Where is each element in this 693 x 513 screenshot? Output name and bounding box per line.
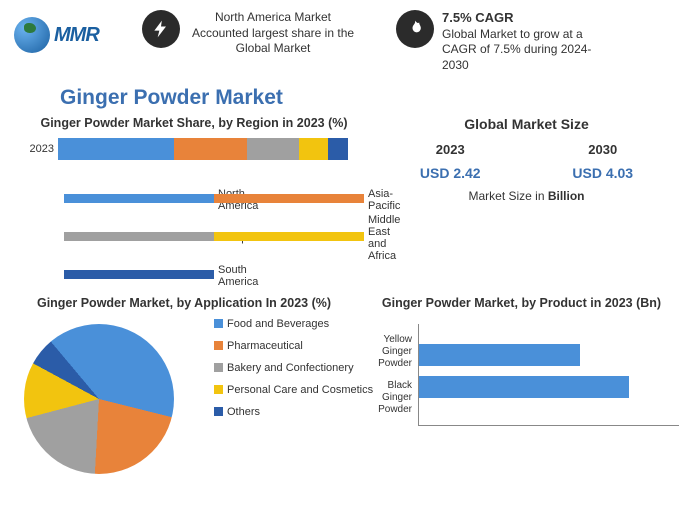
legend-item: South America [64,264,214,288]
region-chart: Ginger Powder Market Share, by Region in… [14,116,374,290]
legend-swatch [214,194,364,203]
product-chart-body: Yellow Ginger PowderBlack Ginger Powder [364,318,679,426]
legend-swatch [64,232,214,241]
year-2023-label: 2023 [436,142,465,157]
market-size-block: Global Market Size 2023 2030 USD 2.42 US… [374,116,679,290]
market-size-values: USD 2.42 USD 4.03 [374,165,679,181]
legend-item: Food and Beverages [214,318,374,330]
year-2030-label: 2030 [588,142,617,157]
legend-swatch [214,363,223,372]
application-legend: Food and Beverages Pharmaceutical Bakery a… [214,318,374,428]
application-chart-title: Ginger Powder Market, by Application In … [14,296,354,310]
header: MMR North America Market Accounted large… [0,0,693,78]
row-top: Ginger Powder Market Share, by Region in… [0,116,693,290]
market-size-years: 2023 2030 [374,142,679,157]
value-2030: USD 4.03 [572,165,633,181]
region-legend: North AmericaAsia-PacificEuropeMiddle Ea… [64,188,364,290]
legend-item: North America [64,188,214,212]
flame-badge-icon [396,10,434,48]
region-chart-title: Ginger Powder Market Share, by Region in… [24,116,364,130]
legend-item: Others [214,406,374,418]
insight-north-america: North America Market Accounted largest s… [188,10,358,57]
legend-swatch [64,270,214,279]
region-segment [328,138,348,160]
value-2023: USD 2.42 [420,165,481,181]
footer-pre: Market Size in [468,189,547,203]
legend-swatch [214,319,223,328]
region-stacked-bar [58,138,348,160]
product-bar [419,344,580,366]
product-chart-title: Ginger Powder Market, by Product in 2023… [364,296,679,310]
pie-wrap: Food and BeveragesPharmaceuticalBakery a… [14,318,354,474]
legend-item: Europe [64,214,214,262]
legend-swatch [214,232,364,241]
logo-text: MMR [54,24,99,47]
bolt-badge-icon [142,10,180,48]
legend-swatch [214,407,223,416]
bolt-icon [151,19,171,39]
application-chart: Ginger Powder Market, by Application In … [14,296,354,474]
legend-item: Pharmaceutical [214,340,374,352]
row-bottom: Ginger Powder Market, by Application In … [0,290,693,474]
product-bars [418,324,679,426]
market-size-footer: Market Size in Billion [374,189,679,203]
globe-icon [14,17,50,53]
region-segment [247,138,299,160]
market-size-title: Global Market Size [374,116,679,132]
flame-icon [405,19,425,39]
region-segment [174,138,247,160]
insight-cagr: 7.5% CAGR Global Market to grow at a CAG… [442,10,602,74]
footer-bold: Billion [548,189,585,203]
legend-swatch [214,341,223,350]
region-segment [299,138,328,160]
product-chart: Ginger Powder Market, by Product in 2023… [364,296,679,474]
cagr-title: 7.5% CAGR [442,10,602,27]
product-bar [419,376,629,398]
legend-item: Asia-Pacific [214,188,364,212]
legend-swatch [214,385,223,394]
application-pie [24,324,174,474]
mmr-logo: MMR [14,10,104,60]
legend-item: Personal Care and Cosmetics [214,384,374,396]
region-segment [58,138,174,160]
page-title: Ginger Powder Market [60,86,693,110]
legend-item: Bakery and Confectionery [214,362,374,374]
legend-item: Middle East and Africa [214,214,364,262]
legend-swatch [64,194,214,203]
cagr-text: Global Market to grow at a CAGR of 7.5% … [442,27,602,74]
region-year-label: 2023 [24,138,54,160]
